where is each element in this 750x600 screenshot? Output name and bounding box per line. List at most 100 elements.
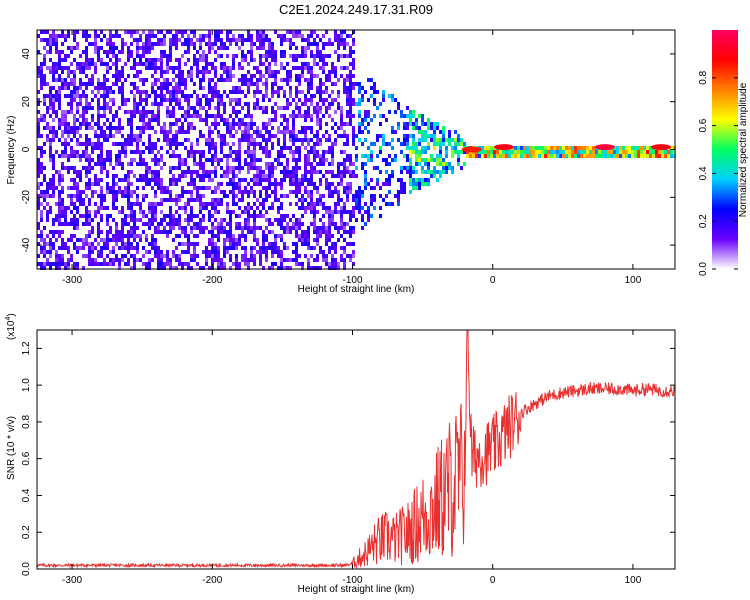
heatmap-cell: [112, 234, 115, 238]
heatmap-cell: [241, 122, 244, 126]
heatmap-cell: [154, 154, 157, 158]
heatmap-cell: [241, 190, 244, 194]
heatmap-cell: [316, 170, 319, 174]
heatmap-cell: [79, 70, 82, 74]
heatmap-cell: [220, 218, 223, 222]
heatmap-cell: [184, 146, 187, 150]
heatmap-cell: [178, 106, 181, 110]
heatmap-cell: [307, 90, 310, 94]
heatmap-cell: [307, 150, 310, 154]
heatmap-cell: [328, 194, 331, 198]
heatmap-cell: [256, 166, 259, 170]
heatmap-cell: [268, 42, 271, 46]
heatmap-cell: [139, 38, 142, 42]
heatmap-cell: [121, 126, 124, 130]
heatmap-cell: [436, 170, 439, 174]
heatmap-cell: [55, 134, 58, 138]
heatmap-cell: [253, 230, 256, 234]
heatmap-cell: [103, 86, 106, 90]
heatmap-cell: [40, 70, 43, 74]
heatmap-cell: [286, 246, 289, 250]
heatmap-cell: [451, 166, 454, 170]
heatmap-cell: [352, 134, 355, 138]
heatmap-cell: [289, 146, 292, 150]
heatmap-cell: [121, 70, 124, 74]
heatmap-cell: [322, 226, 325, 230]
snr-frame: [36, 329, 676, 570]
heatmap-cell: [343, 134, 346, 138]
heatmap-cell: [70, 146, 73, 150]
heatmap-cell: [166, 214, 169, 218]
heatmap-cell: [400, 142, 403, 146]
heatmap-cell: [211, 62, 214, 66]
heatmap-cell: [145, 42, 148, 46]
heatmap-cell: [133, 86, 136, 90]
heatmap-cell: [451, 150, 454, 154]
heatmap-cell: [274, 238, 277, 242]
heatmap-cell: [424, 150, 427, 154]
heatmap-cell: [190, 174, 193, 178]
heatmap-cell: [49, 246, 52, 250]
heatmap-cell: [622, 150, 625, 154]
heatmap-cell: [322, 230, 325, 234]
heatmap-cell: [85, 206, 88, 210]
heatmap-cell: [436, 122, 439, 126]
heatmap-cell: [295, 106, 298, 110]
heatmap-cell: [358, 110, 361, 114]
heatmap-cell: [178, 30, 181, 34]
heatmap-cell: [55, 70, 58, 74]
heatmap-cell: [433, 122, 436, 126]
heatmap-cell: [160, 254, 163, 258]
heatmap-cell: [328, 230, 331, 234]
heatmap-cell: [190, 206, 193, 210]
heatmap-cell: [340, 162, 343, 166]
heatmap-cell: [88, 102, 91, 106]
heatmap-cell: [217, 130, 220, 134]
heatmap-cell: [292, 126, 295, 130]
heatmap-cell: [301, 222, 304, 226]
heatmap-cell: [586, 154, 589, 158]
heatmap-cell: [298, 182, 301, 186]
heatmap-cell: [61, 262, 64, 266]
heatmap-cell: [226, 66, 229, 70]
heatmap-cell: [334, 174, 337, 178]
heatmap-cell: [235, 242, 238, 246]
heatmap-cell: [292, 142, 295, 146]
heatmap-cell: [142, 126, 145, 130]
heatmap-cell: [160, 58, 163, 62]
heatmap-cell: [106, 206, 109, 210]
heatmap-cell: [199, 166, 202, 170]
heatmap-cell: [280, 182, 283, 186]
heatmap-cell: [247, 266, 250, 270]
heatmap-cell: [304, 46, 307, 50]
heatmap-cell: [463, 150, 466, 154]
heatmap-cell: [301, 198, 304, 202]
heatmap-cell: [100, 198, 103, 202]
heatmap-cell: [151, 178, 154, 182]
heatmap-cell: [142, 142, 145, 146]
snr-x-tick-label: -200: [202, 575, 222, 586]
heatmap-cell: [232, 74, 235, 78]
heatmap-cell: [148, 258, 151, 262]
heatmap-cell: [133, 150, 136, 154]
heatmap-cell: [73, 154, 76, 158]
heatmap-cell: [343, 42, 346, 46]
heatmap-cell: [433, 138, 436, 142]
heatmap-cell: [337, 38, 340, 42]
heatmap-cell: [82, 50, 85, 54]
heatmap-cell: [115, 194, 118, 198]
heatmap-cell: [130, 50, 133, 54]
heatmap-cell: [337, 42, 340, 46]
heatmap-cell: [271, 106, 274, 110]
heatmap-cell: [307, 170, 310, 174]
heatmap-cell: [415, 158, 418, 162]
heatmap-cell: [289, 46, 292, 50]
heatmap-cell: [124, 214, 127, 218]
heatmap-cell: [292, 190, 295, 194]
heatmap-cell: [340, 126, 343, 130]
heatmap-cell: [256, 182, 259, 186]
heatmap-cell: [349, 50, 352, 54]
heatmap-cell: [202, 230, 205, 234]
heatmap-cell: [322, 214, 325, 218]
heatmap-cell: [118, 130, 121, 134]
